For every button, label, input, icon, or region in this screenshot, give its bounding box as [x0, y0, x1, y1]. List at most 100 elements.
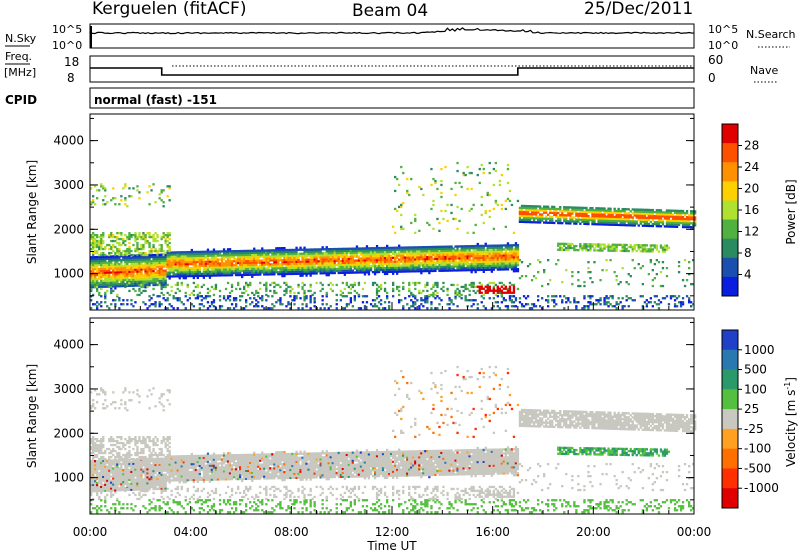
power-pixel	[490, 246, 494, 249]
power-pixel	[142, 285, 145, 289]
power-pixel	[561, 216, 564, 219]
power-pixel	[615, 215, 618, 219]
power-pixel	[571, 271, 574, 274]
power-pixel	[514, 264, 518, 267]
power-pixel	[90, 284, 93, 287]
power-pixel	[176, 255, 179, 258]
power-pixel	[440, 249, 443, 252]
power-pixel	[601, 221, 604, 224]
power-pixel	[524, 297, 528, 300]
power-pixel	[273, 281, 276, 285]
power-pixel	[184, 271, 187, 274]
power-pixel	[102, 235, 105, 239]
power-pixel	[351, 269, 355, 272]
power-pixel	[273, 267, 276, 270]
power-pixel	[124, 243, 127, 247]
power-pixel	[228, 264, 232, 267]
power-pixel	[279, 273, 282, 276]
power-pixel	[611, 295, 614, 298]
power-pixel	[259, 263, 262, 266]
power-pixel	[496, 256, 500, 259]
power-pixel	[607, 223, 610, 226]
power-pixel	[361, 257, 365, 260]
power-pixel	[502, 256, 506, 259]
power-pixel	[293, 256, 296, 259]
power-pixel	[561, 210, 564, 213]
power-pixel	[651, 284, 655, 288]
power-pixel	[253, 305, 256, 308]
power-pixel	[255, 267, 258, 270]
power-pixel	[627, 297, 630, 300]
power-pixel	[452, 259, 455, 262]
power-pixel	[178, 297, 181, 300]
power-pixel	[367, 253, 371, 256]
power-pixel	[303, 297, 306, 300]
power-pixel	[597, 299, 600, 302]
power-pixel	[339, 249, 343, 253]
power-pixel	[178, 271, 181, 274]
power-pixel	[150, 275, 153, 279]
power-pixel	[323, 254, 326, 257]
power-pixel	[488, 285, 491, 288]
power-pixel	[601, 219, 604, 222]
power-pixel	[347, 255, 351, 258]
power-pixel	[418, 250, 421, 253]
power-pixel	[156, 249, 159, 253]
power-pixel	[607, 305, 610, 308]
power-pixel	[112, 259, 115, 262]
power-pixel	[98, 239, 101, 243]
power-pixel	[375, 297, 379, 300]
power-pixel	[124, 276, 127, 280]
power-pixel	[202, 250, 206, 253]
power-pixel	[454, 253, 457, 256]
power-pixel	[235, 305, 238, 308]
power-pixel	[287, 262, 290, 266]
power-pixel	[349, 267, 353, 270]
power-pixel	[120, 199, 123, 202]
power-pixel	[347, 259, 351, 262]
power-pixel	[128, 251, 131, 255]
power-pixel	[218, 274, 222, 277]
power-pixel	[486, 260, 489, 263]
power-pixel	[198, 303, 202, 306]
power-pixel	[410, 252, 413, 255]
power-pixel	[377, 262, 381, 266]
power-pixel	[102, 247, 105, 251]
power-pixel	[617, 219, 620, 223]
power-pixel	[442, 249, 445, 252]
power-pixel	[150, 264, 153, 267]
power-pixel	[114, 197, 117, 200]
power-pixel	[162, 235, 165, 239]
power-pixel	[230, 285, 234, 289]
power-pixel	[611, 223, 614, 226]
power-pixel	[114, 271, 117, 274]
power-pixel	[418, 305, 421, 308]
power-pixel	[530, 209, 534, 212]
power-pixel	[226, 260, 230, 263]
power-pixel	[313, 260, 316, 263]
power-pixel	[243, 249, 246, 253]
power-pixel	[299, 264, 302, 267]
power-pixel	[208, 254, 212, 257]
power-pixel	[116, 277, 119, 280]
power-pixel	[609, 217, 612, 220]
power-pixel	[460, 267, 463, 270]
power-pixel	[216, 272, 220, 275]
power-pixel	[255, 259, 258, 262]
power-pixel	[373, 299, 377, 302]
power-pixel	[172, 259, 175, 262]
power-pixel	[530, 205, 534, 208]
power-pixel	[470, 251, 473, 254]
power-pixel	[383, 260, 387, 264]
power-pixel	[224, 260, 228, 263]
power-pixel	[494, 254, 498, 257]
power-pixel	[462, 247, 465, 250]
power-pixel	[408, 307, 411, 310]
power-pixel	[112, 235, 115, 239]
power-pixel	[518, 208, 522, 211]
power-pixel	[468, 247, 471, 250]
power-pixel	[524, 204, 528, 208]
power-pixel	[188, 251, 192, 254]
power-pixel	[112, 299, 115, 302]
